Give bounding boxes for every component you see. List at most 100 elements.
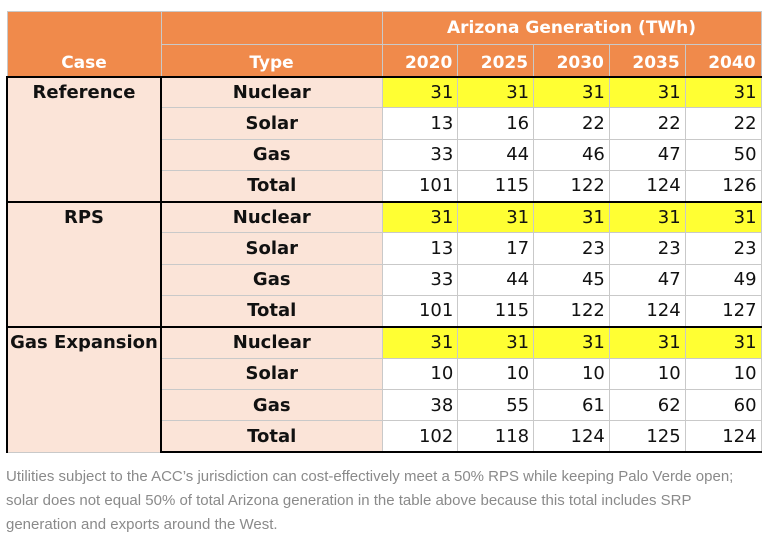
type-cell: Gas xyxy=(160,138,383,171)
value-cell: 44 xyxy=(457,263,535,297)
case-name: RPS xyxy=(6,200,162,328)
value-cell: 101 xyxy=(381,169,459,203)
type-cell: Total xyxy=(160,420,383,454)
value-cell: 22 xyxy=(533,107,610,140)
value-cell: 122 xyxy=(533,169,610,203)
generation-table: Case Arizona Generation (TWh) Type 2020 … xyxy=(6,11,762,454)
value-cell: 49 xyxy=(684,263,762,297)
value-cell: 62 xyxy=(608,388,686,422)
value-cell: 31 xyxy=(381,200,459,234)
value-cell: 124 xyxy=(608,295,686,328)
value-cell: 102 xyxy=(381,420,459,454)
value-cell: 31 xyxy=(684,200,762,234)
value-cell: 31 xyxy=(457,75,535,109)
type-cell: Solar xyxy=(160,107,383,140)
value-cell: 31 xyxy=(381,325,459,359)
table-row: Total 102 118 124 125 124 xyxy=(7,420,762,454)
value-cell: 60 xyxy=(684,388,762,422)
type-cell: Gas xyxy=(160,263,383,297)
year-header: 2040 xyxy=(684,44,762,77)
type-cell: Nuclear xyxy=(160,325,383,359)
value-cell: 31 xyxy=(684,75,762,109)
value-cell: 47 xyxy=(608,263,686,297)
value-cell: 47 xyxy=(608,138,686,171)
table-caption: Utilities subject to the ACC’s jurisdict… xyxy=(6,468,734,533)
value-cell: 16 xyxy=(457,107,535,140)
type-cell: Solar xyxy=(160,357,383,390)
header-row-group: Case Arizona Generation (TWh) xyxy=(6,11,762,77)
type-cell: Nuclear xyxy=(160,75,383,109)
value-cell: 31 xyxy=(608,200,686,234)
table-row: Gas 33 44 45 47 49 xyxy=(7,263,762,297)
year-header: 2020 xyxy=(381,44,459,77)
table-row: Reference Nuclear 31 31 31 31 31 xyxy=(6,75,762,203)
value-cell: 31 xyxy=(457,325,535,359)
value-cell: 122 xyxy=(533,295,610,328)
year-header: 2035 xyxy=(608,44,686,77)
case-column-header: Case xyxy=(6,11,162,77)
value-cell: 13 xyxy=(381,232,459,265)
value-cell: 10 xyxy=(608,357,686,390)
value-cell: 33 xyxy=(381,138,459,171)
value-cell: 101 xyxy=(381,295,459,328)
type-cell: Nuclear xyxy=(160,200,383,234)
value-cell: 38 xyxy=(381,388,459,422)
value-cell: 115 xyxy=(457,169,535,203)
value-cell: 31 xyxy=(457,200,535,234)
value-cell: 31 xyxy=(608,75,686,109)
table-row: RPS Nuclear 31 31 31 31 31 xyxy=(6,200,762,328)
table-row: Gas Expansion Nuclear 31 31 31 31 31 xyxy=(6,325,762,453)
value-cell: 45 xyxy=(533,263,610,297)
value-cell: 31 xyxy=(381,75,459,109)
value-cell: 10 xyxy=(457,357,535,390)
value-cell: 124 xyxy=(533,420,610,454)
type-column-header: Type xyxy=(160,44,383,77)
year-header: 2025 xyxy=(457,44,535,77)
value-cell: 31 xyxy=(533,200,610,234)
header-row-years: Type 2020 2025 2030 2035 2040 xyxy=(7,44,762,77)
value-cell: 127 xyxy=(684,295,762,328)
table-row: Gas 38 55 61 62 60 xyxy=(7,388,762,422)
value-cell: 31 xyxy=(533,75,610,109)
value-cell: 17 xyxy=(457,232,535,265)
value-cell: 10 xyxy=(381,357,459,390)
value-cell: 125 xyxy=(608,420,686,454)
value-cell: 22 xyxy=(608,107,686,140)
type-cell: Solar xyxy=(160,232,383,265)
table-row: Total 101 115 122 124 126 xyxy=(7,169,762,203)
value-cell: 126 xyxy=(684,169,762,203)
value-cell: 33 xyxy=(381,263,459,297)
value-cell: 118 xyxy=(457,420,535,454)
value-cell: 44 xyxy=(457,138,535,171)
table-row: Solar 13 17 23 23 23 xyxy=(7,232,762,265)
value-cell: 10 xyxy=(533,357,610,390)
type-cell: Total xyxy=(160,295,383,328)
value-cell: 124 xyxy=(608,169,686,203)
table-body: Reference Nuclear 31 31 31 31 31 Solar 13 16 22 22 2… xyxy=(6,75,762,454)
case-name: Reference xyxy=(6,75,162,203)
value-cell: 61 xyxy=(533,388,610,422)
value-cell: 50 xyxy=(684,138,762,171)
value-cell: 23 xyxy=(684,232,762,265)
type-cell: Total xyxy=(160,169,383,203)
value-cell: 31 xyxy=(533,325,610,359)
header-spacer xyxy=(160,11,383,45)
value-cell: 22 xyxy=(684,107,762,140)
value-cell: 46 xyxy=(533,138,610,171)
generation-group-header: Arizona Generation (TWh) xyxy=(381,11,762,45)
value-cell: 55 xyxy=(457,388,535,422)
table-row: Solar 13 16 22 22 22 xyxy=(7,107,762,140)
value-cell: 115 xyxy=(457,295,535,328)
case-name: Gas Expansion xyxy=(6,325,162,453)
table-row: Total 101 115 122 124 127 xyxy=(7,295,762,328)
type-cell: Gas xyxy=(160,388,383,422)
value-cell: 31 xyxy=(608,325,686,359)
value-cell: 31 xyxy=(684,325,762,359)
value-cell: 13 xyxy=(381,107,459,140)
value-cell: 10 xyxy=(684,357,762,390)
generation-table-container: Case Arizona Generation (TWh) Type 2020 … xyxy=(6,11,762,454)
value-cell: 23 xyxy=(533,232,610,265)
table-row: Gas 33 44 46 47 50 xyxy=(7,138,762,171)
value-cell: 23 xyxy=(608,232,686,265)
value-cell: 124 xyxy=(684,420,762,454)
